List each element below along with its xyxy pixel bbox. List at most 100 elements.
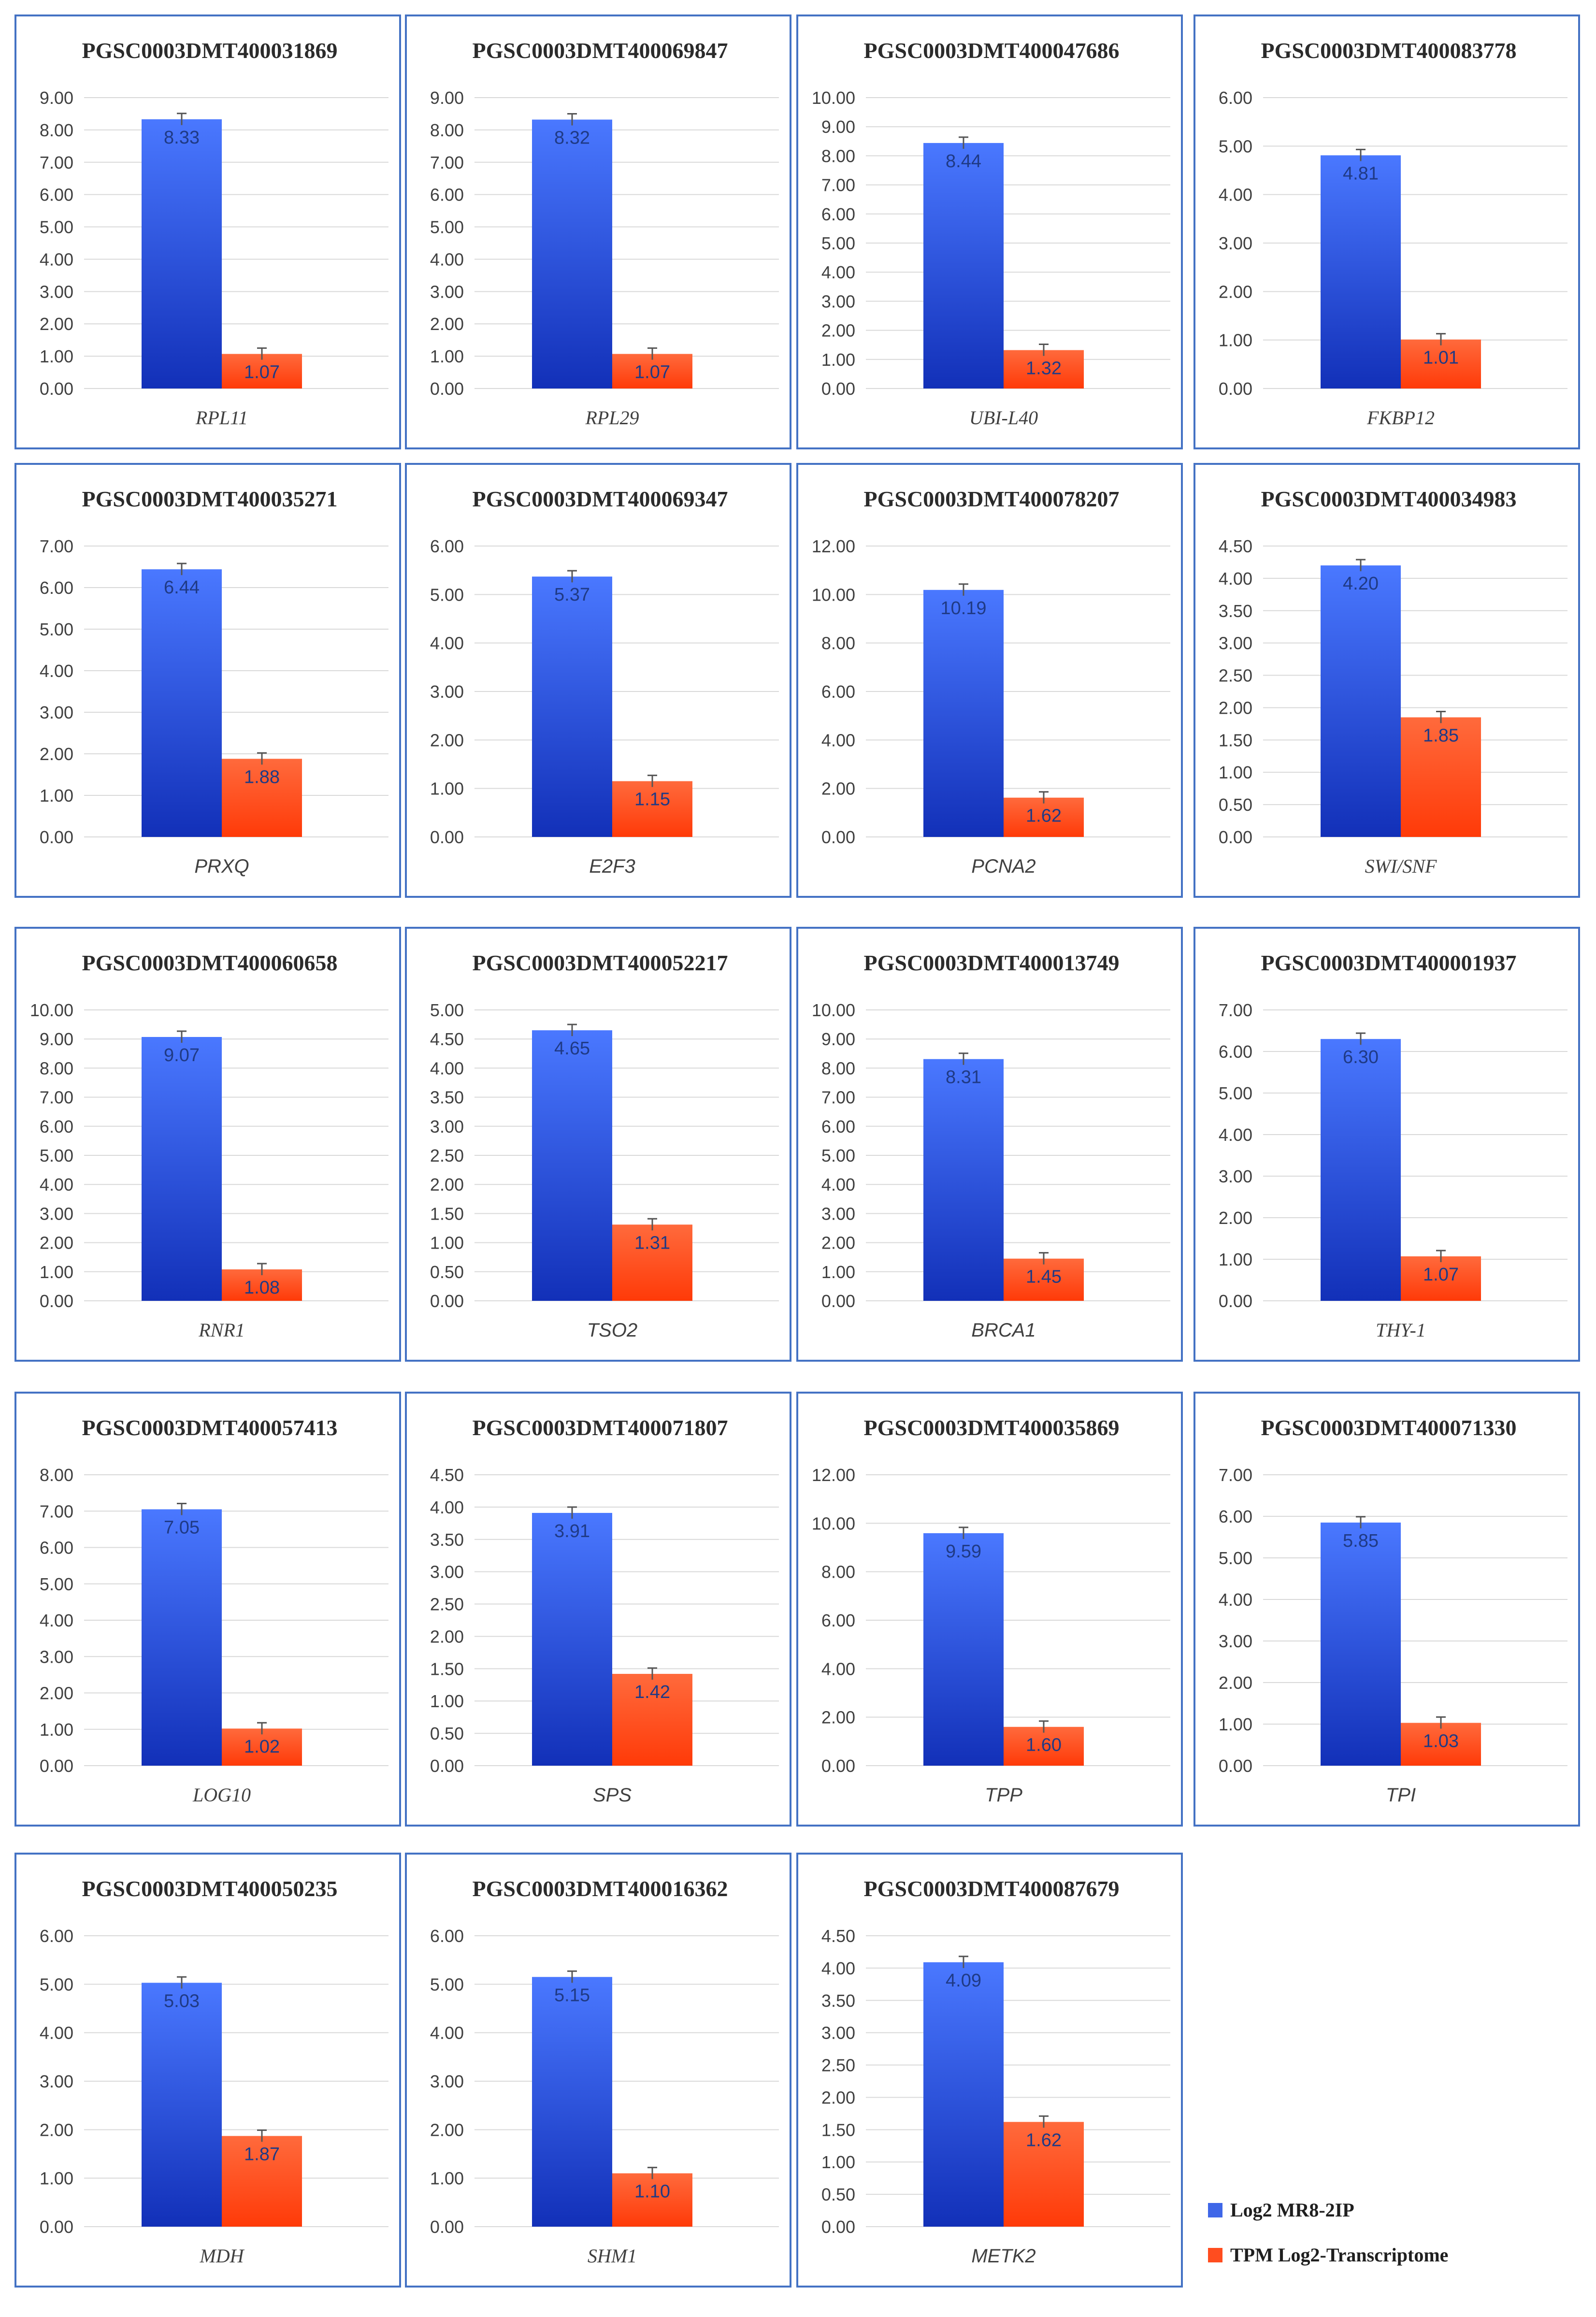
y-tick-label: 0.00 <box>821 1756 855 1776</box>
y-tick-label: 6.00 <box>821 1611 855 1630</box>
y-tick-label: 6.00 <box>430 185 464 205</box>
x-axis-label: UBI-L40 <box>969 407 1038 429</box>
y-tick-label: 6.00 <box>40 1117 73 1137</box>
x-axis-label: SHM1 <box>588 2245 637 2267</box>
y-tick-label: 1.00 <box>430 346 464 366</box>
chart-panel: PGSC0003DMT400031869 0.00 1.00 2.00 3.00 4.00… <box>14 14 401 449</box>
data-label: 1.07 <box>634 362 670 382</box>
data-label: 1.85 <box>1423 726 1459 746</box>
data-label: 6.44 <box>164 577 200 598</box>
chart-title: PGSC0003DMT400016362 <box>473 1876 728 1901</box>
chart-panel: PGSC0003DMT400016362 0.00 1.00 2.00 3.00 4.00… <box>405 1853 791 2288</box>
y-tick-label: 2.00 <box>1219 1208 1252 1228</box>
data-label: 8.33 <box>164 128 200 148</box>
legend-label-ip: Log2 MR8-2IP <box>1230 2199 1354 2221</box>
y-tick-label: 2.00 <box>430 1626 464 1646</box>
data-label: 1.62 <box>1026 806 1062 826</box>
y-tick-label: 3.00 <box>1219 233 1252 253</box>
y-tick-label: 9.00 <box>821 1029 855 1049</box>
y-tick-label: 1.50 <box>430 1204 464 1223</box>
y-tick-label: 8.00 <box>821 1058 855 1078</box>
bar-ip <box>923 143 1004 389</box>
data-label: 9.59 <box>946 1541 981 1562</box>
y-tick-label: 0.00 <box>1219 379 1252 399</box>
y-tick-label: 6.00 <box>40 578 73 598</box>
y-tick-label: 4.00 <box>821 730 855 750</box>
y-tick-label: 4.00 <box>821 1659 855 1679</box>
bar-chart: PGSC0003DMT400069847 0.00 1.00 2.00 3.00 4.00… <box>430 38 779 429</box>
y-tick-label: 12.00 <box>812 536 855 556</box>
data-label: 1.87 <box>244 2144 280 2164</box>
chart-title: PGSC0003DMT400069847 <box>473 38 728 63</box>
y-tick-label: 7.00 <box>40 1088 73 1108</box>
bar-chart: PGSC0003DMT400078207 0.00 2.00 4.00 6.00 8.00… <box>812 487 1170 877</box>
y-tick-label: 3.00 <box>1219 633 1252 653</box>
y-tick-label: 4.00 <box>821 1175 855 1194</box>
chart-title: PGSC0003DMT400050235 <box>82 1876 338 1901</box>
bar-transcriptome <box>1004 1258 1084 1301</box>
y-tick-label: 4.00 <box>40 249 73 269</box>
bar-transcriptome <box>612 2173 692 2227</box>
bar-ip <box>1321 1039 1401 1301</box>
y-tick-label: 1.50 <box>1219 730 1252 750</box>
y-tick-label: 10.00 <box>30 1000 73 1020</box>
y-tick-label: 10.00 <box>812 1513 855 1533</box>
data-label: 1.45 <box>1026 1267 1062 1287</box>
x-axis-label: LOG10 <box>192 1784 251 1806</box>
bar-chart: PGSC0003DMT400071330 0.00 1.00 2.00 3.00 4.00… <box>1219 1415 1567 1806</box>
y-tick-label: 2.00 <box>821 1233 855 1253</box>
data-label: 5.03 <box>164 1991 200 2011</box>
bar-ip <box>923 590 1004 837</box>
y-tick-label: 5.00 <box>821 233 855 253</box>
y-tick-label: 12.00 <box>812 1465 855 1485</box>
data-label: 8.32 <box>554 128 590 148</box>
data-label: 1.60 <box>1026 1735 1062 1756</box>
y-tick-label: 3.00 <box>821 2023 855 2043</box>
y-tick-label: 5.00 <box>40 1574 73 1594</box>
data-label: 1.07 <box>244 362 280 382</box>
x-axis-label: THY-1 <box>1376 1319 1426 1341</box>
chart-title: PGSC0003DMT400083778 <box>1261 38 1517 63</box>
y-tick-label: 3.00 <box>1219 1631 1252 1651</box>
y-tick-label: 2.00 <box>430 1175 464 1194</box>
bar-transcriptome <box>1004 350 1084 389</box>
y-tick-label: 10.00 <box>812 88 855 108</box>
y-tick-label: 8.00 <box>40 1058 73 1078</box>
chart-panel: PGSC0003DMT400035869 0.00 2.00 4.00 6.00 8.00… <box>796 1392 1183 1827</box>
y-tick-label: 0.50 <box>430 1724 464 1743</box>
y-tick-label: 2.00 <box>1219 282 1252 302</box>
bar-chart: PGSC0003DMT400069347 0.00 1.00 2.00 3.00 4.00… <box>430 487 779 877</box>
y-tick-label: 3.00 <box>430 682 464 702</box>
y-tick-label: 6.00 <box>1219 88 1252 108</box>
bar-chart: PGSC0003DMT400047686 0.00 1.00 2.00 3.00 4.00… <box>812 38 1170 429</box>
y-tick-label: 1.00 <box>430 1691 464 1711</box>
data-label: 7.05 <box>164 1517 200 1538</box>
y-tick-label: 4.50 <box>430 1465 464 1485</box>
y-tick-label: 1.00 <box>1219 1250 1252 1269</box>
y-tick-label: 0.00 <box>821 379 855 399</box>
y-tick-label: 2.00 <box>821 1708 855 1727</box>
y-tick-label: 9.00 <box>821 117 855 137</box>
x-axis-label: TPI <box>1386 1785 1416 1806</box>
y-tick-label: 4.50 <box>821 1926 855 1946</box>
data-label: 5.37 <box>554 585 590 605</box>
x-axis-label: BRCA1 <box>971 1320 1035 1341</box>
y-tick-label: 9.00 <box>40 88 73 108</box>
y-tick-label: 1.00 <box>40 346 73 366</box>
y-tick-label: 2.00 <box>1219 1673 1252 1693</box>
y-tick-label: 2.00 <box>821 779 855 799</box>
y-tick-label: 8.00 <box>430 120 464 140</box>
y-tick-label: 4.00 <box>430 2023 464 2043</box>
bar-chart: PGSC0003DMT400087679 0.00 0.50 1.00 1.50 2.00… <box>821 1876 1170 2267</box>
y-tick-label: 0.00 <box>1219 1291 1252 1311</box>
y-tick-label: 4.00 <box>40 1175 73 1194</box>
x-axis-label: METK2 <box>971 2245 1035 2267</box>
y-tick-label: 4.00 <box>40 661 73 681</box>
y-tick-label: 0.00 <box>1219 1756 1252 1776</box>
chart-panel: PGSC0003DMT400013749 0.00 1.00 2.00 3.00 4.00… <box>796 927 1183 1362</box>
chart-panel: PGSC0003DMT400047686 0.00 1.00 2.00 3.00 4.00… <box>796 14 1183 449</box>
chart-panel: PGSC0003DMT400069347 0.00 1.00 2.00 3.00 4.00… <box>405 463 791 898</box>
bar-transcriptome <box>612 1674 692 1766</box>
y-tick-label: 6.00 <box>821 204 855 224</box>
